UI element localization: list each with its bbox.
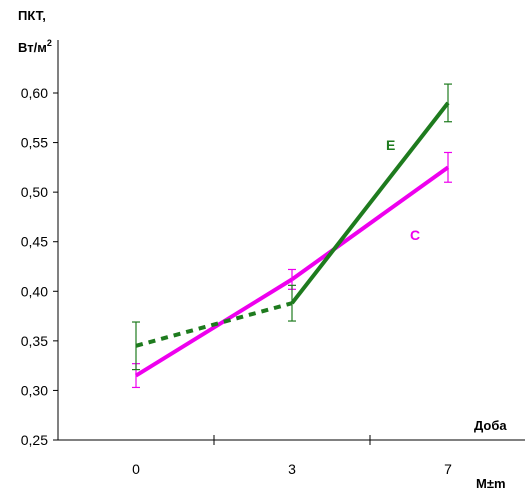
y-tick-label: 0,60: [21, 85, 48, 101]
series-layer: CE: [132, 83, 452, 389]
y-axis-title-line1: ПКТ,: [18, 8, 46, 23]
y-axis-unit: Вт/м: [18, 40, 47, 55]
series-C: C: [132, 151, 452, 389]
y-tick-label: 0,25: [21, 432, 48, 448]
stats-note: M±m: [476, 476, 506, 491]
series-line-segment: [290, 165, 450, 282]
series-line-segment: [135, 301, 293, 348]
series-label: E: [386, 137, 395, 153]
y-axis-unit-exponent: 2: [47, 38, 52, 48]
y-tick-label: 0,30: [21, 382, 48, 398]
series-label: C: [410, 227, 420, 243]
y-tick-label: 0,50: [21, 184, 48, 200]
x-axis-title: Доба: [474, 418, 507, 433]
y-tick-label: 0,35: [21, 333, 48, 349]
y-axis-title-line2: Вт/м2: [18, 38, 52, 55]
x-tick-label: 3: [288, 461, 296, 477]
series-line-segment: [290, 101, 450, 305]
y-tick-label: 0,45: [21, 234, 48, 250]
series-line-segment: [134, 277, 294, 378]
y-ticks: 0,25 0,30 0,35 0,40 0,45 0,50 0,55 0,60: [21, 85, 58, 448]
x-tick-label: 7: [444, 461, 452, 477]
series-E: E: [132, 83, 452, 371]
y-tick-label: 0,55: [21, 135, 48, 151]
y-tick-label: 0,40: [21, 283, 48, 299]
x-ticks: 0 3 7: [132, 435, 452, 477]
x-tick-label: 0: [132, 461, 140, 477]
